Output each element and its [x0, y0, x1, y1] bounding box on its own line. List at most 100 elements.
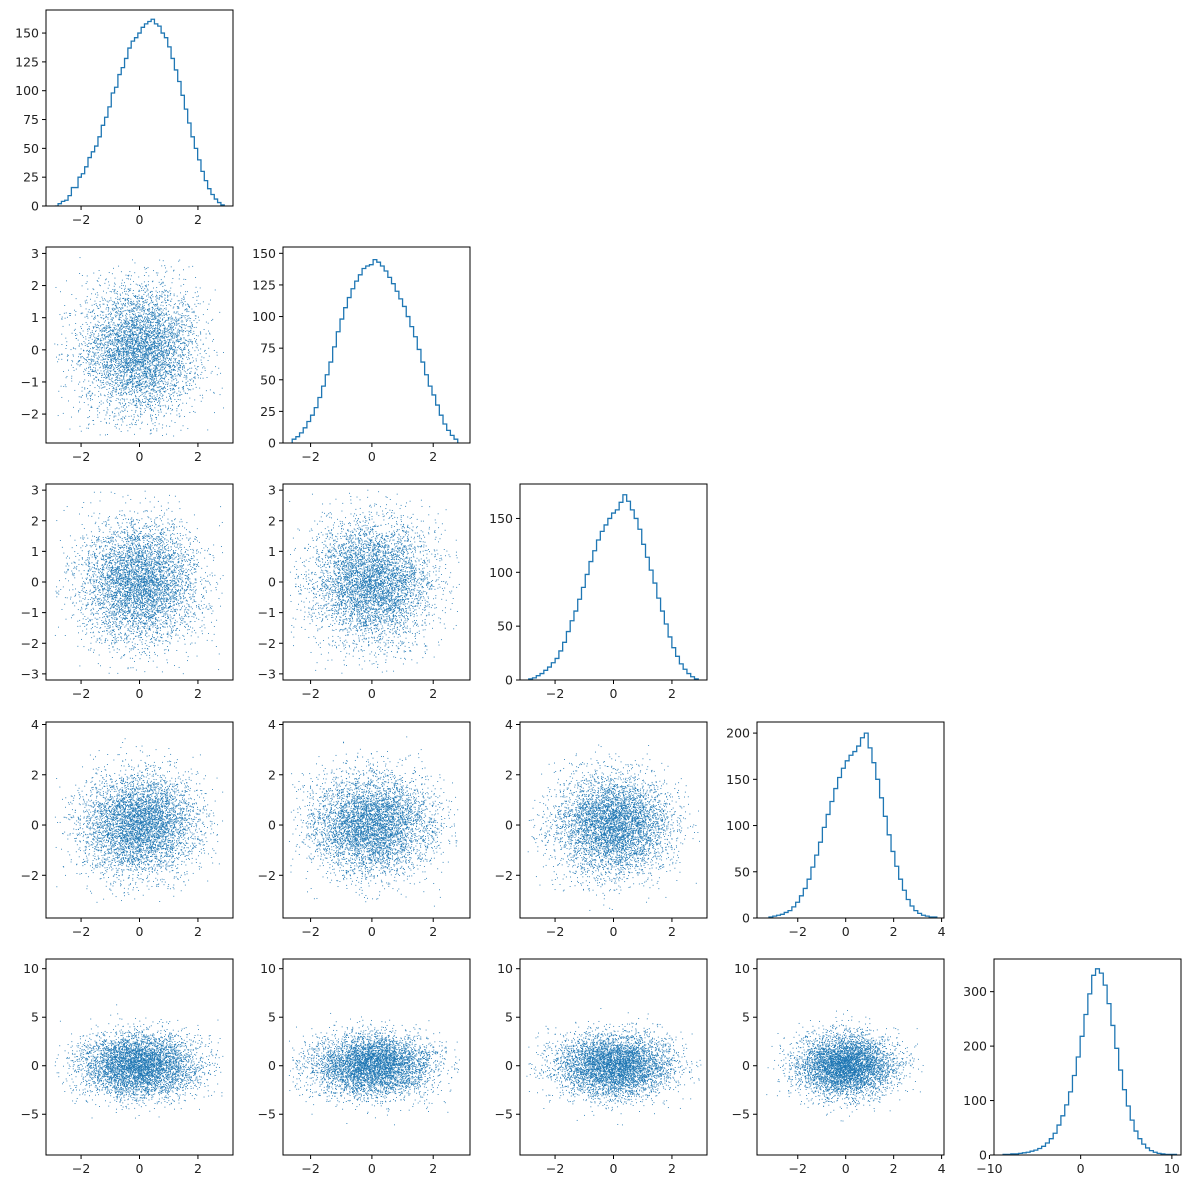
scatter-point — [114, 391, 116, 393]
scatter-point — [167, 346, 169, 347]
scatter-point — [165, 302, 167, 304]
scatter-point — [138, 361, 140, 362]
scatter-point — [105, 279, 107, 281]
scatter-point — [65, 312, 67, 314]
scatter-point — [121, 353, 123, 355]
scatter-point — [122, 348, 124, 350]
scatter-point — [177, 340, 179, 342]
scatter-point — [156, 321, 158, 323]
scatter-point — [107, 354, 109, 356]
scatter-point — [144, 339, 146, 341]
scatter-point — [161, 308, 163, 310]
scatter-point — [173, 319, 175, 321]
scatter-point — [148, 399, 150, 400]
scatter-point — [144, 350, 145, 352]
scatter-point — [109, 348, 111, 350]
scatter-point — [129, 382, 131, 384]
scatter-point — [192, 325, 193, 327]
scatter-point — [97, 308, 99, 309]
scatter-point — [180, 285, 182, 287]
y-tick-label: 0 — [505, 673, 513, 688]
scatter-point — [141, 383, 143, 385]
scatter-point — [121, 340, 123, 342]
scatter-point — [133, 308, 135, 309]
scatter-point — [136, 317, 138, 319]
scatter-point — [121, 311, 123, 313]
scatter-point — [138, 320, 139, 322]
scatter-point — [154, 399, 156, 401]
scatter-point — [92, 371, 94, 373]
histogram-series — [768, 732, 938, 918]
scatter-point — [112, 341, 114, 343]
scatter-point — [132, 327, 134, 329]
scatter-point — [172, 349, 174, 351]
scatter-point — [106, 384, 108, 386]
scatter-point — [152, 343, 154, 345]
scatter-point — [106, 412, 108, 414]
scatter-point — [83, 350, 85, 352]
scatter-point — [172, 333, 174, 335]
scatter-point — [166, 341, 168, 343]
scatter-point — [149, 349, 151, 351]
scatter-point — [141, 394, 143, 395]
scatter-point — [111, 366, 113, 368]
scatter-point — [169, 385, 171, 387]
scatter-point — [137, 338, 139, 340]
scatter-point — [66, 375, 68, 377]
scatter-point — [136, 356, 138, 358]
scatter-point — [172, 337, 174, 339]
scatter-point — [130, 334, 132, 336]
scatter-point — [181, 326, 183, 328]
scatter-point — [135, 386, 137, 388]
scatter-point — [136, 345, 138, 347]
scatter-point — [131, 327, 133, 329]
scatter-point — [108, 349, 109, 351]
scatter-point — [88, 366, 90, 368]
scatter-point — [103, 409, 105, 411]
scatter-point — [119, 351, 121, 353]
scatter-point — [85, 283, 87, 284]
scatter-point — [125, 334, 127, 336]
scatter-point — [105, 376, 107, 378]
scatter-point — [135, 353, 137, 355]
scatter-point — [116, 377, 118, 379]
scatter-point — [114, 283, 116, 285]
scatter-point — [169, 373, 171, 375]
scatter-point — [171, 346, 173, 348]
scatter-point — [110, 336, 112, 338]
scatter-point — [131, 340, 133, 342]
scatter-point — [115, 388, 117, 390]
scatter-point — [138, 398, 140, 400]
scatter-point — [142, 399, 143, 401]
scatter-point — [127, 346, 129, 348]
scatter-point — [157, 390, 159, 392]
scatter-point — [141, 332, 143, 334]
scatter-point — [134, 272, 136, 274]
scatter-point — [122, 383, 124, 385]
scatter-point — [144, 382, 146, 384]
scatter-point — [100, 355, 102, 357]
scatter-point — [173, 270, 174, 272]
scatter-point — [156, 336, 158, 338]
scatter-point — [147, 355, 149, 357]
scatter-point — [169, 398, 171, 400]
scatter-point — [147, 371, 148, 373]
scatter-point — [138, 328, 140, 330]
scatter-point — [97, 373, 99, 375]
scatter-point — [71, 416, 72, 418]
scatter-point — [143, 350, 145, 352]
scatter-point — [127, 384, 129, 386]
scatter-point — [150, 325, 151, 327]
scatter-point — [135, 397, 137, 399]
scatter-point — [187, 352, 189, 354]
scatter-point — [111, 334, 113, 336]
scatter-point — [171, 380, 173, 382]
scatter-point — [111, 357, 113, 359]
scatter-point — [155, 336, 157, 338]
scatter-point — [150, 430, 152, 432]
scatter-point — [213, 339, 215, 341]
scatter-point — [126, 373, 128, 375]
scatter-point — [143, 324, 145, 326]
scatter-point — [160, 314, 162, 316]
scatter-point — [100, 342, 102, 344]
